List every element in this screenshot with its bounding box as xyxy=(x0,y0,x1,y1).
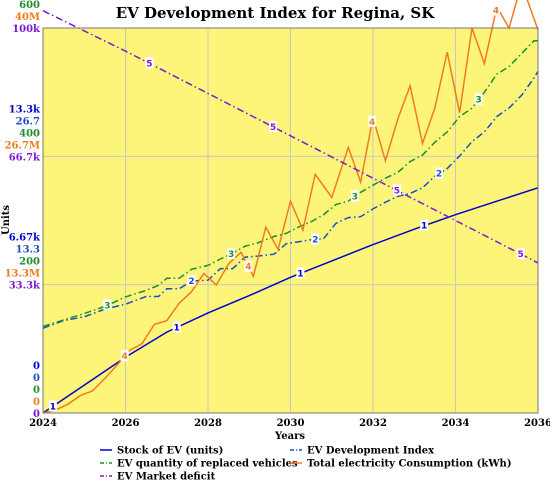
x-tick-label: 2036 xyxy=(524,418,550,429)
x-tick-label: 2024 xyxy=(29,418,57,429)
series-marker-bg xyxy=(474,93,483,105)
series-marker-bg xyxy=(187,275,196,287)
series-marker-bg xyxy=(311,233,320,245)
series-marker-bg xyxy=(120,350,129,362)
y-axis-label: Units xyxy=(1,205,12,235)
series-marker-bg xyxy=(172,321,181,333)
series-marker-label: 5 xyxy=(146,59,152,69)
series-marker-bg xyxy=(227,247,236,259)
series-marker-label: 4 xyxy=(122,352,128,362)
series-marker-bg xyxy=(350,190,359,202)
series-marker-bg xyxy=(420,219,429,231)
y-tick-label: 0 xyxy=(33,373,40,384)
y-tick-label: 0 xyxy=(33,409,40,420)
series-marker-label: 3 xyxy=(104,301,110,311)
y-axis-ticks: 000006.67k13.320013.3M33.3k13.3k26.74002… xyxy=(5,0,41,420)
series-marker-label: 1 xyxy=(174,324,180,334)
series-marker-label: 1 xyxy=(50,402,56,412)
series-marker-bg xyxy=(296,267,305,279)
y-tick-label: 26.7M xyxy=(5,140,40,151)
y-tick-label: 0 xyxy=(33,361,40,372)
series-marker-label: 1 xyxy=(297,269,303,279)
y-tick-label: 13.3k xyxy=(9,104,41,115)
series-marker-label: 2 xyxy=(312,235,318,245)
chart-title: EV Development Index for Regina, SK xyxy=(116,4,436,22)
series-marker-bg xyxy=(435,167,443,179)
series-marker-bg xyxy=(48,400,57,412)
series-marker-label: 4 xyxy=(493,7,499,17)
y-tick-label: 200 xyxy=(19,257,40,268)
x-tick-label: 2032 xyxy=(359,418,387,429)
x-axis-label: Years xyxy=(274,431,305,442)
series-marker-bg xyxy=(103,299,112,311)
legend-entry-label: EV Market deficit xyxy=(117,472,216,483)
x-tick-label: 2028 xyxy=(194,418,222,429)
series-marker-label: 2 xyxy=(188,277,194,287)
y-tick-label: 600 xyxy=(19,0,40,11)
y-tick-label: 0 xyxy=(33,385,40,396)
x-axis-ticks: 2024 2026 2028 2030 2032 2034 2036 xyxy=(29,418,550,429)
series-marker-label: 3 xyxy=(352,192,358,202)
series-marker-bg xyxy=(392,184,401,196)
series-marker-bg xyxy=(269,120,278,132)
series-marker-bg xyxy=(491,4,500,16)
series-marker-label: 2 xyxy=(436,170,442,180)
series-line-2 xyxy=(42,70,539,330)
y-tick-label: 100k xyxy=(12,24,41,35)
x-tick-label: 2026 xyxy=(112,418,140,429)
y-tick-label: 6.67k xyxy=(9,233,41,244)
y-tick-label: 13.3 xyxy=(16,245,40,256)
series-marker-bg xyxy=(244,260,253,272)
series-marker-bg xyxy=(516,247,525,259)
y-tick-label: 0 xyxy=(33,397,40,408)
plot-frame xyxy=(42,27,539,414)
y-tick-label: 13.3M xyxy=(5,269,40,280)
series-marker-label: 1 xyxy=(421,222,427,232)
legend-entry-label: EV Development Index xyxy=(307,446,435,457)
series-marker-bg xyxy=(145,57,154,69)
x-tick-label: 2034 xyxy=(442,418,470,429)
x-tick-label: 2030 xyxy=(277,418,305,429)
y-tick-label: 26.7 xyxy=(16,116,40,127)
series-marker-label: 4 xyxy=(369,118,375,128)
y-tick-label: 33.3k xyxy=(9,281,41,292)
series-marker-label: 5 xyxy=(270,123,276,133)
series-marker-label: 3 xyxy=(475,96,481,106)
legend-entry-label: Total electricity Consumption (kWh) xyxy=(307,459,512,470)
y-tick-label: 66.7k xyxy=(9,152,41,163)
legend-entry-label: Stock of EV (units) xyxy=(117,446,223,457)
series-marker-label: 5 xyxy=(394,186,400,196)
y-tick-label: 400 xyxy=(19,128,40,139)
legend-entry-label: EV quantity of replaced vehicles xyxy=(117,459,298,470)
series-marker-label: 3 xyxy=(228,250,234,260)
series-marker-label: 4 xyxy=(245,263,251,273)
series-line-5 xyxy=(42,10,539,264)
y-tick-label: 40M xyxy=(15,12,40,23)
series-marker-label: 5 xyxy=(518,250,524,260)
markers-layer: 1 1 1 1 2 2 2 3 3 3 3 4 4 4 4 5 5 5 5 xyxy=(48,4,525,412)
series-marker-bg xyxy=(368,115,377,127)
legend: Stock of EV (units) EV Development Index E… xyxy=(100,446,512,483)
